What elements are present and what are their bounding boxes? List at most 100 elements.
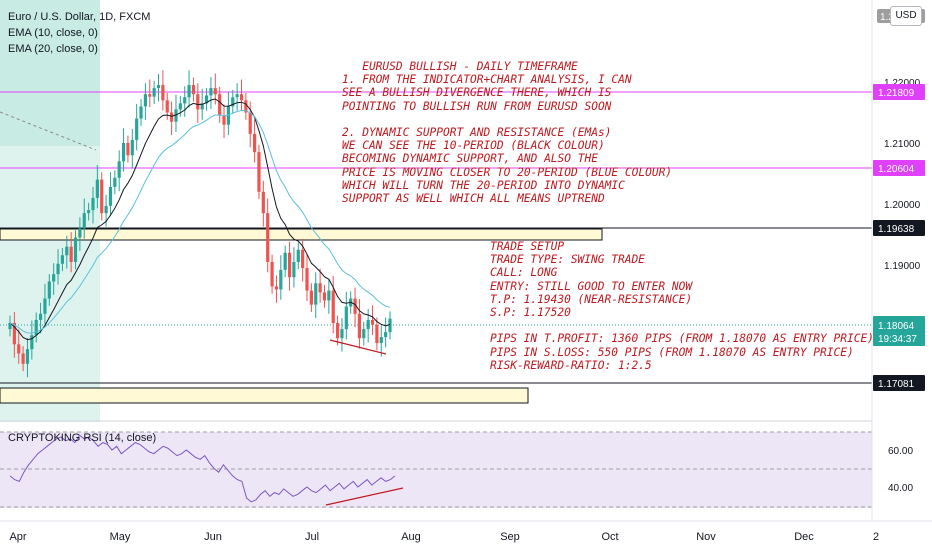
candle <box>261 191 265 214</box>
candle <box>43 298 47 314</box>
candle <box>100 179 104 214</box>
resistance-zone <box>0 228 603 241</box>
candle <box>21 353 25 364</box>
candle <box>292 261 296 278</box>
note-line: ENTRY: STILL GOOD TO ENTER NOW <box>490 279 693 293</box>
note-line: RISK-REWARD-RATIO: 1:2.5 <box>490 358 652 372</box>
divergence-line-price <box>329 339 387 355</box>
candle <box>148 94 152 97</box>
time-tick-label: Jul <box>305 531 319 543</box>
candle <box>161 85 165 101</box>
candle <box>301 249 305 269</box>
note-line: PIPS IN T.PROFIT: 1360 PIPS (FROM 1.1807… <box>490 332 874 346</box>
candle <box>226 106 230 125</box>
candle <box>65 246 69 256</box>
candle <box>152 88 156 97</box>
price-tick-label: 1.21000 <box>884 139 921 150</box>
candle <box>244 100 248 113</box>
current-price-badge-text: 1.18064 <box>878 321 915 332</box>
price-tick-label: 1.20000 <box>884 200 921 211</box>
candle <box>52 274 56 282</box>
note-line: SUPPORT AS WELL WHICH ALL MEANS UPTREND <box>342 192 605 206</box>
position-zone-top <box>0 0 100 146</box>
candle <box>170 112 174 122</box>
time-tick-label: Sep <box>500 531 520 543</box>
candle <box>327 290 331 301</box>
time-tick-label: Oct <box>601 531 618 543</box>
candle <box>91 197 95 211</box>
symbol-title: Euro / U.S. Dollar, 1D, FXCM <box>8 11 151 23</box>
candle <box>344 306 348 330</box>
candle <box>8 322 12 330</box>
candle <box>379 336 383 344</box>
level-badge-text: 1.20604 <box>878 164 915 175</box>
candle <box>287 252 292 278</box>
candle <box>12 322 16 345</box>
current-time-badge-text: 19:34:37 <box>878 334 917 345</box>
candle <box>95 179 99 198</box>
support-zone <box>0 387 529 404</box>
note-line: TRADE SETUP <box>490 240 565 253</box>
time-tick-label: Dec <box>794 531 814 543</box>
candle <box>126 143 130 156</box>
candle <box>187 85 191 98</box>
price-tick-label: 1.19000 <box>884 261 921 272</box>
candle <box>296 249 300 262</box>
candle <box>38 313 43 320</box>
candle <box>178 103 182 110</box>
candle <box>156 85 161 89</box>
candle <box>305 268 309 291</box>
candle <box>314 283 318 305</box>
candle <box>335 322 340 339</box>
candle <box>353 298 357 314</box>
candle <box>183 97 187 104</box>
rsi-band <box>0 432 872 508</box>
candle <box>366 319 370 330</box>
candle <box>309 290 313 305</box>
note-line: WHICH WILL TURN THE 20-PERIOD INTO DYNAM… <box>342 178 625 192</box>
ema20-legend[interactable]: EMA (20, close, 0) <box>8 43 98 55</box>
candle <box>231 97 235 107</box>
candle <box>283 252 287 270</box>
trade-setup-note: TRADE SETUP TRADE TYPE: SWING TRADE CALL: … <box>490 240 874 372</box>
candle <box>165 100 169 113</box>
candle <box>248 112 252 134</box>
candle <box>218 94 222 116</box>
level-badge <box>873 84 925 100</box>
candle <box>139 106 143 119</box>
candle <box>266 213 270 262</box>
candle <box>47 281 51 299</box>
rsi-legend[interactable]: CRYPTOKING RSI (14, close) <box>8 432 157 444</box>
candle <box>82 213 86 229</box>
candle <box>73 237 78 262</box>
candle <box>113 177 117 187</box>
candle <box>34 319 38 336</box>
level-badge-text: 1.17081 <box>878 379 915 390</box>
note-line: PRICE IS MOVING CLOSER TO 20-PERIOD (BLU… <box>342 165 673 179</box>
candle <box>108 186 113 206</box>
candle <box>191 85 196 95</box>
candle <box>69 246 73 262</box>
candle <box>357 313 362 339</box>
time-tick-label: Jun <box>204 531 222 543</box>
note-line: EURUSD BULLISH - DAILY TIMEFRAME <box>342 60 578 73</box>
candle <box>130 139 134 156</box>
ema10-line <box>9 98 391 341</box>
candle <box>209 88 213 96</box>
note-line: WE CAN SEE THE 10-PERIOD (BLACK COLOUR) <box>342 139 605 153</box>
analysis-note: EURUSD BULLISH - DAILY TIMEFRAME 1. FROM … <box>342 60 672 205</box>
trend-line <box>0 111 97 151</box>
note-line: POINTING TO BULLISH RUN FROM EURUSD SOON <box>342 99 612 113</box>
candle <box>279 269 283 290</box>
candle <box>30 335 34 350</box>
candle <box>174 109 178 122</box>
currency-button[interactable]: USD <box>890 6 922 26</box>
note-line <box>490 319 874 332</box>
candle <box>121 143 126 162</box>
time-tick-label: Nov <box>696 531 716 543</box>
candle <box>331 290 335 323</box>
ema10-legend[interactable]: EMA (10, close, 0) <box>8 27 98 39</box>
candle <box>204 95 209 104</box>
candle <box>340 329 344 339</box>
price-tick-label: 1.22000 <box>884 78 921 89</box>
